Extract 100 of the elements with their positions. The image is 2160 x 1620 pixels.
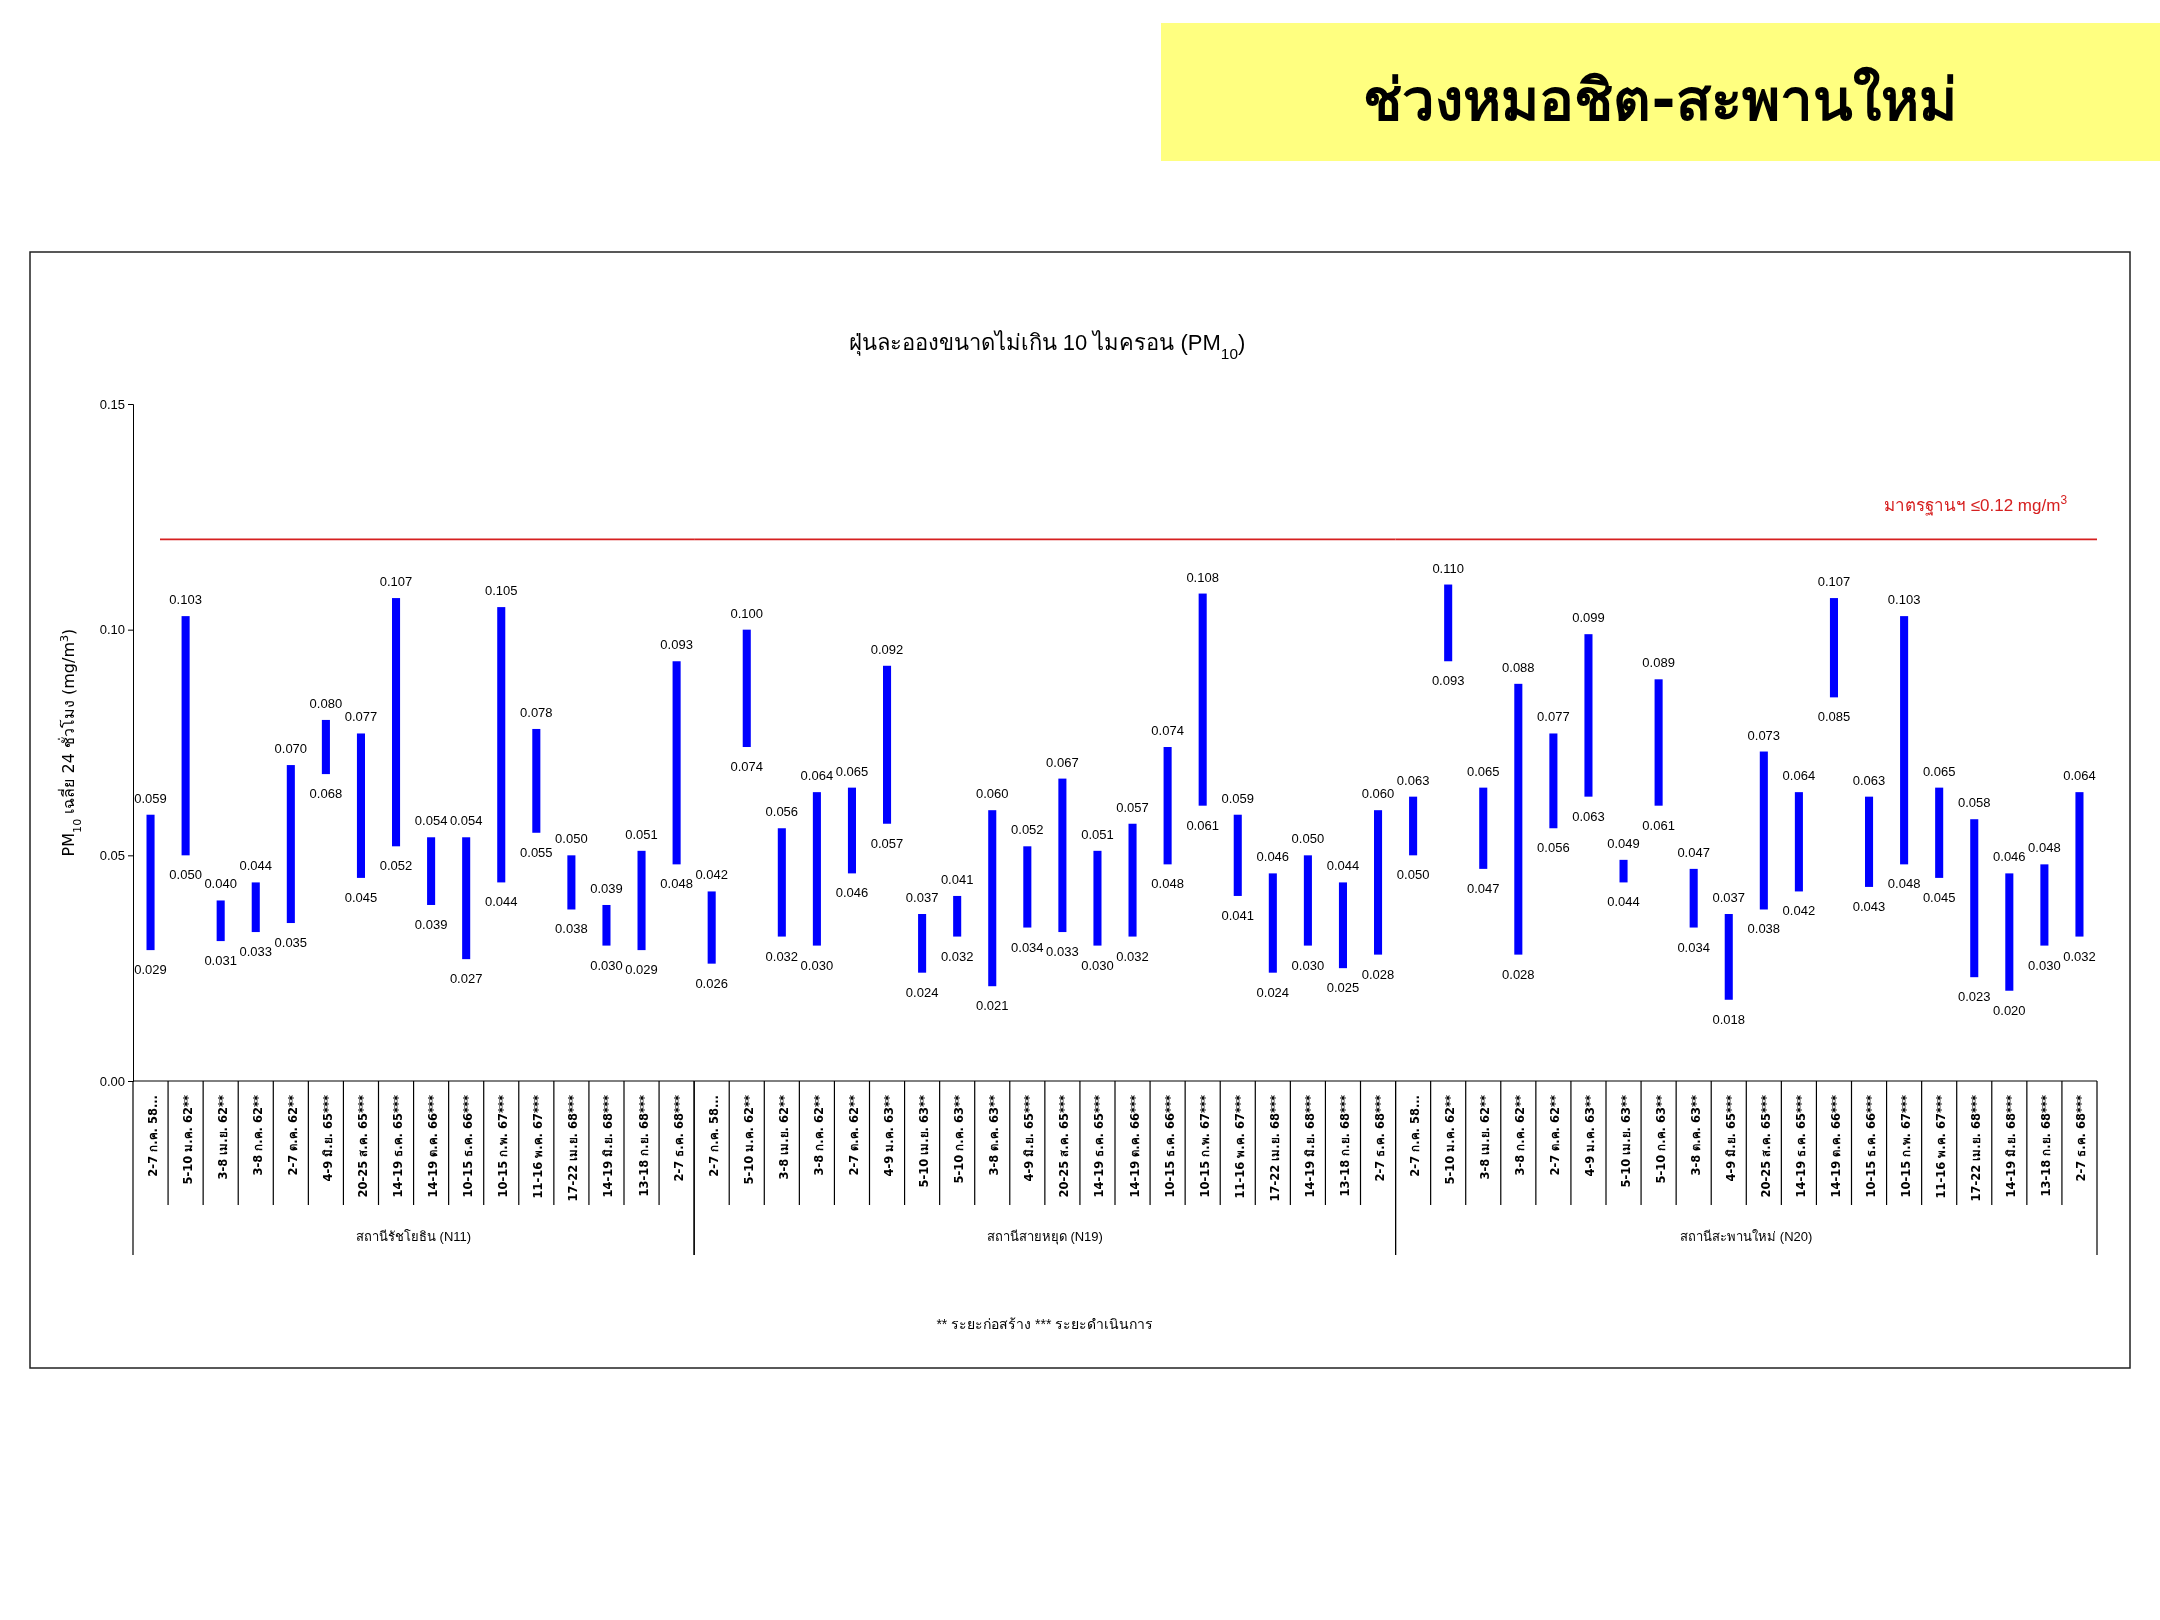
annotation: 0.048 [660,876,693,892]
annotation: 0.077 [344,709,378,725]
bar [1724,914,1733,1000]
x-tick-label: 4-9 ม.ค. 63** [1583,1095,1598,1177]
x-tick-label: 20-25 ส.ค. 65*** [1057,1095,1072,1198]
annotation: 0.030 [800,957,834,973]
annotation: 0.032 [765,948,799,964]
annotation: 0.074 [1151,723,1184,739]
ref-line-label: มาตรฐานฯ ≤0.12 mg/m$^{3}$ [1884,493,2068,517]
bar [707,891,716,964]
bar [883,665,892,824]
y-tick-label: 0.10 [99,622,125,638]
x-tick-label: 14-19 มิ.ย. 68*** [601,1095,616,1198]
annotation: 0.042 [1782,903,1816,919]
annotation: 0.092 [870,641,904,657]
x-tick-label: 2-7 ก.ค. 58... [145,1095,160,1177]
annotation: 0.047 [1677,844,1710,860]
bar [1900,616,1909,865]
bar [286,765,295,924]
annotation: 0.065 [1922,763,1956,779]
bar [847,787,856,874]
annotation: 0.044 [484,894,518,910]
annotation: 0.107 [379,574,413,590]
bar [1128,823,1137,937]
bar [146,814,155,951]
x-tick-label: 3-8 เม.ย. 62** [215,1095,230,1180]
annotation: 0.037 [905,890,939,906]
bar [497,607,506,883]
bar [1689,868,1698,928]
x-tick-label: 17-22 เม.ย. 68*** [566,1095,581,1202]
annotation: 0.093 [1431,673,1465,689]
annotation: 0.085 [1817,709,1851,725]
bar [812,792,821,946]
x-tick-label: 13-18 ก.ย. 68*** [2039,1095,2054,1197]
x-tick-label: 4-9 มิ.ย. 65*** [320,1095,335,1182]
x-tick-label: 14-19 ต.ค. 66*** [1127,1095,1142,1198]
x-tick-label: 10-15 ธ.ค. 66*** [461,1095,476,1198]
bar [1233,814,1242,896]
x-tick-label: 14-19 ต.ค. 66*** [426,1095,441,1198]
x-tick-label: 14-19 ธ.ค. 65*** [1092,1095,1107,1198]
x-tick-label: 14-19 มิ.ย. 68*** [1302,1095,1317,1198]
annotation: 0.038 [1747,921,1781,937]
bar [1409,796,1418,856]
annotation: 0.059 [134,790,167,806]
annotation: 0.074 [730,759,764,775]
bar [2040,864,2049,946]
annotation: 0.024 [905,984,939,1000]
bar [1549,733,1558,829]
bar [1023,846,1032,928]
annotation: 0.060 [975,786,1009,802]
annotation: 0.060 [1361,786,1395,802]
chart-subtitle: ฝุ่นละอองขนาดไม่เกิน 10 ไมครอน (PM$_{10}$) [848,330,1246,362]
bar [532,728,541,833]
annotation: 0.023 [1957,989,1991,1005]
annotation: 0.037 [1712,890,1746,906]
x-tick-label: 3-8 เม.ย. 62** [776,1095,791,1180]
annotation: 0.049 [1607,835,1640,851]
annotation: 0.054 [414,813,448,829]
bar [181,616,190,856]
x-tick-label: 4-9 ม.ค. 63** [882,1095,897,1177]
annotation: 0.030 [2028,957,2061,973]
x-tick-label: 5-10 เม.ย. 63** [917,1095,932,1188]
annotation: 0.050 [1291,831,1325,847]
x-tick-label: 5-10 ก.ค. 63** [952,1095,967,1184]
annotation: 0.080 [309,695,343,711]
y-tick-label: 0.00 [99,1073,125,1089]
bar [1374,810,1383,955]
annotation: 0.078 [520,704,553,720]
annotation: 0.028 [1502,966,1535,982]
annotation: 0.064 [800,768,834,784]
annotation: 0.056 [1537,840,1570,856]
x-tick-label: 5-10 ม.ค. 62** [1443,1095,1458,1185]
annotation: 0.077 [1537,709,1570,725]
annotation: 0.048 [2028,840,2061,856]
annotation: 0.103 [169,592,202,608]
x-tick-label: 20-25 ส.ค. 65*** [1758,1095,1773,1198]
x-tick-label: 2-7 ธ.ค. 68*** [2074,1095,2089,1182]
bar [392,598,401,847]
y-tick-label: 0.15 [99,396,125,412]
annotation: 0.105 [484,583,518,599]
annotation: 0.064 [1782,768,1816,784]
annotation: 0.044 [239,858,273,874]
annotation: 0.030 [590,957,623,973]
annotation: 0.035 [274,935,308,951]
annotation: 0.059 [1221,790,1255,806]
annotation: 0.055 [520,844,553,860]
annotation: 0.048 [1151,876,1184,892]
annotation: 0.067 [1046,754,1079,770]
annotation: 0.033 [1046,944,1079,960]
annotation: 0.068 [309,786,343,802]
annotation: 0.033 [239,944,273,960]
x-tick-label: 14-19 ต.ค. 66*** [1828,1095,1843,1198]
annotation: 0.063 [1396,772,1430,788]
annotation: 0.031 [204,953,237,969]
bar [602,904,611,946]
x-tick-label: 3-8 ต.ค. 63** [987,1095,1002,1176]
x-tick-label: 2-7 ต.ค. 62** [846,1095,861,1176]
annotation: 0.052 [379,858,413,874]
bar [2005,873,2014,991]
annotation: 0.018 [1712,1011,1746,1027]
